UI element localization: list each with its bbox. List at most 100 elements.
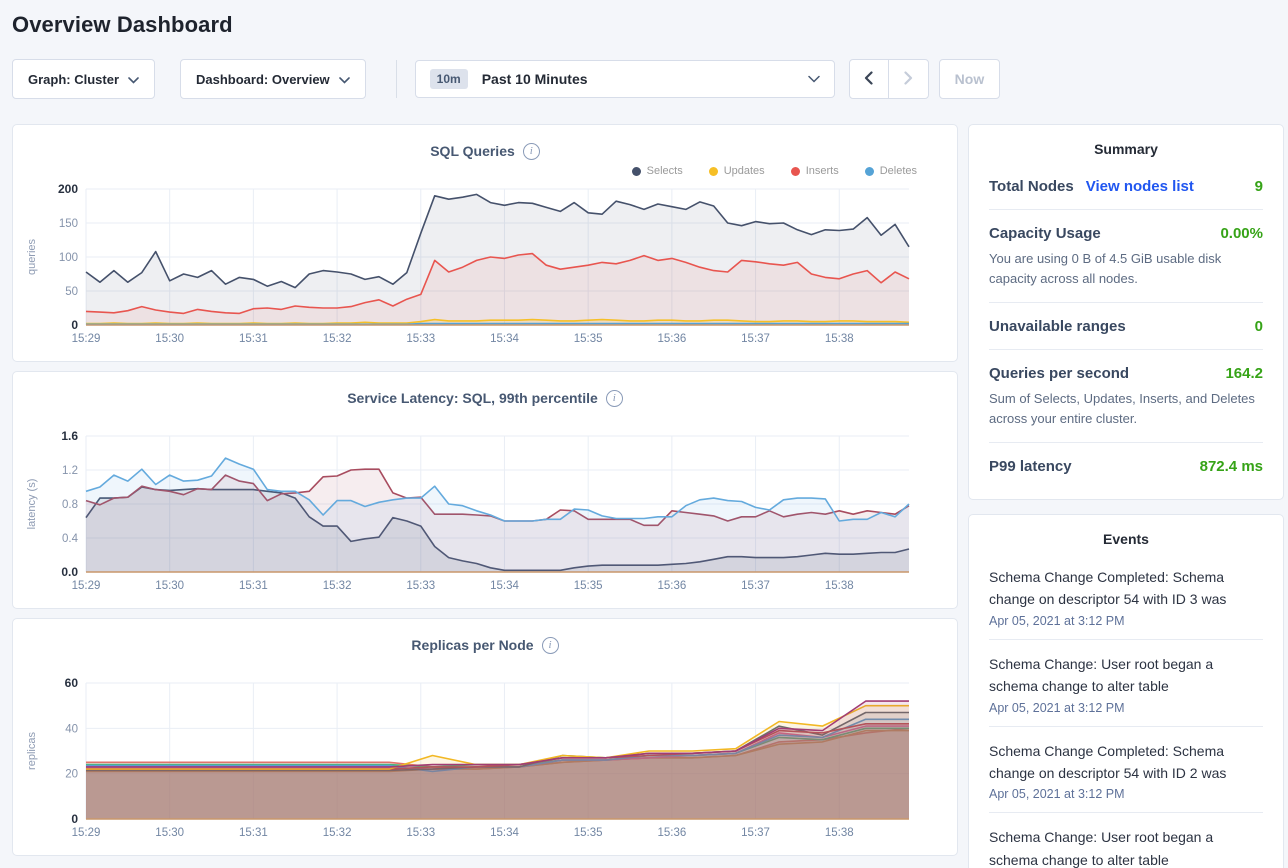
toolbar: Graph: Cluster Dashboard: Overview 10m P…	[12, 59, 1288, 99]
info-icon[interactable]: i	[522, 142, 540, 160]
unavailable-ranges-label: Unavailable ranges	[989, 318, 1126, 335]
view-nodes-list-link[interactable]: View nodes list	[1085, 178, 1194, 195]
qps-label: Queries per second	[989, 365, 1130, 382]
time-range-label: Past 10 Minutes	[481, 71, 588, 87]
svg-text:15:35: 15:35	[574, 827, 603, 839]
svg-text:15:32: 15:32	[323, 333, 352, 345]
time-back-button[interactable]	[849, 60, 889, 98]
total-nodes-label: Total Nodes	[989, 178, 1074, 195]
svg-text:1.2: 1.2	[62, 465, 78, 477]
legend-item-updates[interactable]: Updates	[708, 165, 765, 177]
event-list-item: Schema Change Completed: Schema change o…	[989, 727, 1263, 814]
events-title: Events	[1103, 531, 1149, 547]
svg-text:50: 50	[65, 286, 78, 298]
sql-queries-panel: SQL Queries i Selects Updates Inserts Delet…	[12, 124, 958, 362]
time-forward-button[interactable]	[888, 60, 928, 98]
svg-text:15:38: 15:38	[825, 333, 854, 345]
events-panel: Events Schema Change Completed: Schema c…	[968, 514, 1284, 868]
time-range-selector[interactable]: 10m Past 10 Minutes	[414, 60, 835, 98]
dashboard-dropdown[interactable]: Dashboard: Overview	[180, 59, 366, 99]
svg-text:replicas: replicas	[26, 732, 38, 770]
svg-text:15:35: 15:35	[574, 333, 603, 345]
svg-text:15:32: 15:32	[323, 580, 352, 592]
summary-title: Summary	[1094, 141, 1158, 157]
chart-legend: Selects Updates Inserts Deletes	[13, 161, 957, 181]
summary-row-total-nodes: Total Nodes View nodes list 9	[989, 163, 1263, 210]
graph-scope-label: Graph: Cluster	[28, 71, 120, 87]
svg-text:20: 20	[65, 769, 78, 781]
svg-text:15:32: 15:32	[323, 827, 352, 839]
chevron-left-icon	[864, 70, 873, 88]
qps-value: 164.2	[1225, 365, 1263, 382]
replicas-per-node-chart[interactable]: 15:29 15:30 15:31 15:32 15:33 15:34 15:35 15:36…	[13, 675, 958, 845]
legend-label: Updates	[723, 165, 765, 177]
chart-title-row: Service Latency: SQL, 99th percentile i	[13, 372, 957, 408]
summary-row-capacity: Capacity Usage 0.00% You are using 0 B o…	[989, 210, 1263, 303]
svg-text:0: 0	[71, 812, 78, 826]
svg-text:15:34: 15:34	[490, 580, 519, 592]
svg-text:40: 40	[65, 723, 78, 735]
sidebar-column: Summary Total Nodes View nodes list 9 Ca…	[968, 124, 1284, 868]
svg-text:0.4: 0.4	[62, 533, 79, 545]
event-text: Schema Change: User root began a schema …	[989, 829, 1214, 868]
time-nav-group	[848, 59, 929, 99]
svg-text:15:37: 15:37	[741, 580, 770, 592]
event-list-item: Schema Change Completed: Schema change o…	[989, 553, 1263, 640]
now-button[interactable]: Now	[938, 59, 1001, 99]
dashboard-label: Dashboard: Overview	[196, 71, 330, 87]
legend-dot-icon	[864, 166, 874, 176]
sql-queries-chart[interactable]: 15:29 15:30 15:31 15:32 15:33 15:34 15:35 15:36…	[13, 181, 958, 351]
chevron-down-icon	[128, 72, 139, 87]
svg-text:15:34: 15:34	[490, 333, 519, 345]
legend-spacer	[13, 655, 957, 675]
toolbar-divider	[395, 60, 397, 98]
svg-text:60: 60	[65, 676, 79, 690]
qps-desc: Sum of Selects, Updates, Inserts, and De…	[989, 391, 1255, 426]
legend-spacer	[13, 408, 957, 428]
svg-text:15:30: 15:30	[155, 333, 184, 345]
total-nodes-value: 9	[1254, 178, 1263, 195]
p99-latency-label: P99 latency	[989, 458, 1072, 475]
event-text: Schema Change Completed: Schema change o…	[989, 569, 1227, 608]
svg-text:15:34: 15:34	[490, 827, 519, 839]
svg-text:15:29: 15:29	[72, 333, 101, 345]
svg-text:queries: queries	[26, 238, 38, 275]
svg-text:15:37: 15:37	[741, 333, 770, 345]
legend-item-selects[interactable]: Selects	[631, 165, 683, 177]
time-range-badge: 10m	[429, 69, 468, 89]
svg-text:15:37: 15:37	[741, 827, 770, 839]
chart-title: SQL Queries	[430, 143, 515, 159]
svg-text:15:29: 15:29	[72, 580, 101, 592]
svg-text:15:38: 15:38	[825, 827, 854, 839]
legend-item-deletes[interactable]: Deletes	[864, 165, 917, 177]
svg-text:200: 200	[58, 182, 78, 196]
chevron-down-icon	[338, 72, 350, 87]
page-title: Overview Dashboard	[12, 12, 233, 37]
svg-text:15:33: 15:33	[406, 333, 435, 345]
legend-label: Inserts	[805, 165, 839, 177]
dashboard-content: SQL Queries i Selects Updates Inserts Delet…	[12, 124, 1288, 868]
capacity-usage-value: 0.00%	[1220, 225, 1263, 242]
service-latency-chart[interactable]: 15:29 15:30 15:31 15:32 15:33 15:34 15:35 15:36…	[13, 428, 958, 598]
info-icon[interactable]: i	[541, 636, 559, 654]
event-text: Schema Change Completed: Schema change o…	[989, 742, 1227, 781]
svg-text:15:36: 15:36	[657, 333, 686, 345]
p99-latency-value: 872.4 ms	[1199, 458, 1263, 475]
capacity-usage-label: Capacity Usage	[989, 225, 1101, 242]
svg-text:1.6: 1.6	[61, 429, 78, 443]
event-list-item: Schema Change: User root began a schema …	[989, 640, 1263, 727]
legend-item-inserts[interactable]: Inserts	[790, 165, 839, 177]
event-list-item: Schema Change: User root began a schema …	[989, 813, 1263, 868]
chevron-down-icon	[807, 70, 820, 88]
legend-dot-icon	[708, 166, 718, 176]
info-icon[interactable]: i	[605, 389, 623, 407]
summary-row-unavailable-ranges: Unavailable ranges 0	[989, 303, 1263, 350]
svg-text:15:33: 15:33	[406, 827, 435, 839]
svg-text:0: 0	[71, 318, 78, 332]
summary-row-p99: P99 latency 872.4 ms	[989, 443, 1263, 489]
chevron-right-icon	[904, 70, 913, 88]
graph-scope-dropdown[interactable]: Graph: Cluster	[12, 59, 156, 99]
svg-text:15:31: 15:31	[239, 827, 268, 839]
event-timestamp: Apr 05, 2021 at 3:12 PM	[989, 787, 1125, 802]
